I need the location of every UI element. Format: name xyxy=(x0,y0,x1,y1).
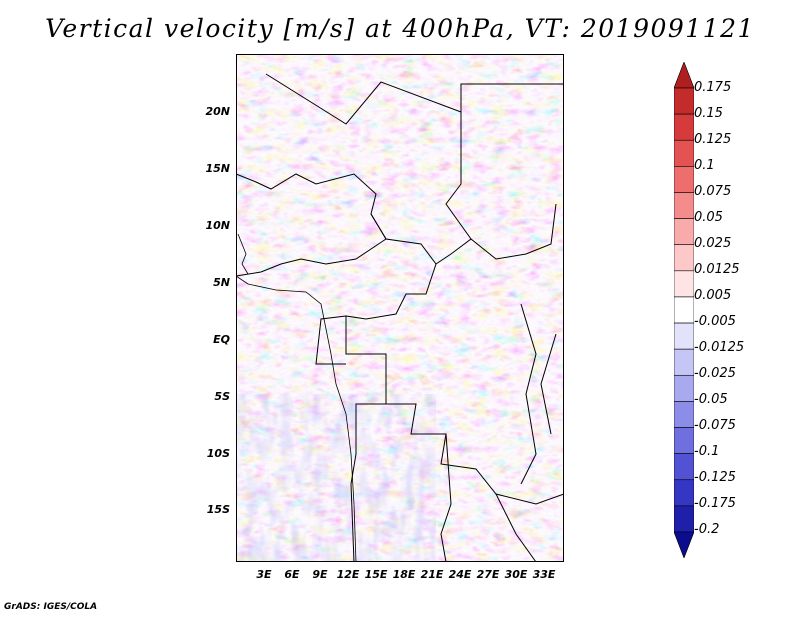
lon-label-9e: 9E xyxy=(312,568,328,581)
lon-label-18e: 18E xyxy=(392,568,416,581)
colorbar-label: 0.0125 xyxy=(694,262,740,277)
colorbar-label: 0.1 xyxy=(694,158,715,173)
colorbar-label: 0.005 xyxy=(694,288,732,303)
map-frame xyxy=(236,54,564,562)
lat-label-10s: 10S xyxy=(206,447,230,460)
colorbar-label: 0.075 xyxy=(694,184,732,199)
colorbar-label: 0.125 xyxy=(694,132,732,147)
colorbar-cell xyxy=(674,113,694,141)
colorbar-cell xyxy=(674,139,694,167)
colorbar-cell xyxy=(674,453,694,481)
colorbar-label: 0.025 xyxy=(694,236,732,251)
colorbar-label: -0.2 xyxy=(694,522,720,537)
colorbar-cell xyxy=(674,87,694,115)
lat-label-15s: 15S xyxy=(206,503,230,516)
lat-label-15n: 15N xyxy=(205,162,230,175)
colorbar-cell xyxy=(674,374,694,402)
lon-label-21e: 21E xyxy=(420,568,444,581)
colorbar-cell xyxy=(674,62,694,89)
country-borders xyxy=(236,73,564,562)
colorbar-cell xyxy=(674,505,694,533)
colorbar-cell xyxy=(674,427,694,454)
colorbar-label: 0.175 xyxy=(694,80,732,95)
coastline xyxy=(236,233,357,562)
colorbar-label: -0.1 xyxy=(694,444,720,459)
colorbar-cell xyxy=(674,192,694,219)
colorbar-label: -0.005 xyxy=(694,314,736,329)
colorbar-label: -0.0125 xyxy=(694,340,745,355)
lon-label-27e: 27E xyxy=(476,568,500,581)
colorbar-label: 0.05 xyxy=(694,210,723,225)
colorbar-cell xyxy=(674,296,694,324)
colorbar-cell xyxy=(674,322,694,350)
lat-label-5s: 5S xyxy=(214,390,230,403)
lon-label-6e: 6E xyxy=(284,568,300,581)
lat-label-10n: 10N xyxy=(205,219,230,232)
lon-label-12e: 12E xyxy=(336,568,360,581)
colorbar-cell xyxy=(674,531,694,558)
lon-label-33e: 33E xyxy=(532,568,556,581)
lat-label-20n: 20N xyxy=(205,105,230,118)
colorbar-cell xyxy=(674,270,694,298)
colorbar-label: 0.15 xyxy=(694,106,723,121)
lon-label-30e: 30E xyxy=(504,568,528,581)
lat-label-5n: 5N xyxy=(213,276,230,289)
credit-text: GrADS: IGES/COLA xyxy=(4,602,98,612)
colorbar-label: -0.05 xyxy=(694,392,728,407)
colorbar-label: -0.025 xyxy=(694,366,736,381)
chart-title: Vertical velocity [m/s] at 400hPa, VT: 2… xyxy=(45,14,755,43)
colorbar xyxy=(674,62,694,558)
colorbar-label: -0.175 xyxy=(694,496,736,511)
lat-label-eq: EQ xyxy=(213,333,230,346)
lon-label-24e: 24E xyxy=(448,568,472,581)
colorbar-cell xyxy=(674,244,694,272)
colorbar-cell xyxy=(674,348,694,376)
colorbar-cell xyxy=(674,218,694,246)
colorbar-cell xyxy=(674,479,694,507)
colorbar-cell xyxy=(674,166,694,193)
lon-label-3e: 3E xyxy=(256,568,272,581)
colorbar-label: -0.075 xyxy=(694,418,736,433)
colorbar-label: -0.125 xyxy=(694,470,736,485)
colorbar-cell xyxy=(674,401,694,428)
lon-label-15e: 15E xyxy=(364,568,388,581)
vertical-velocity-map xyxy=(236,54,564,562)
